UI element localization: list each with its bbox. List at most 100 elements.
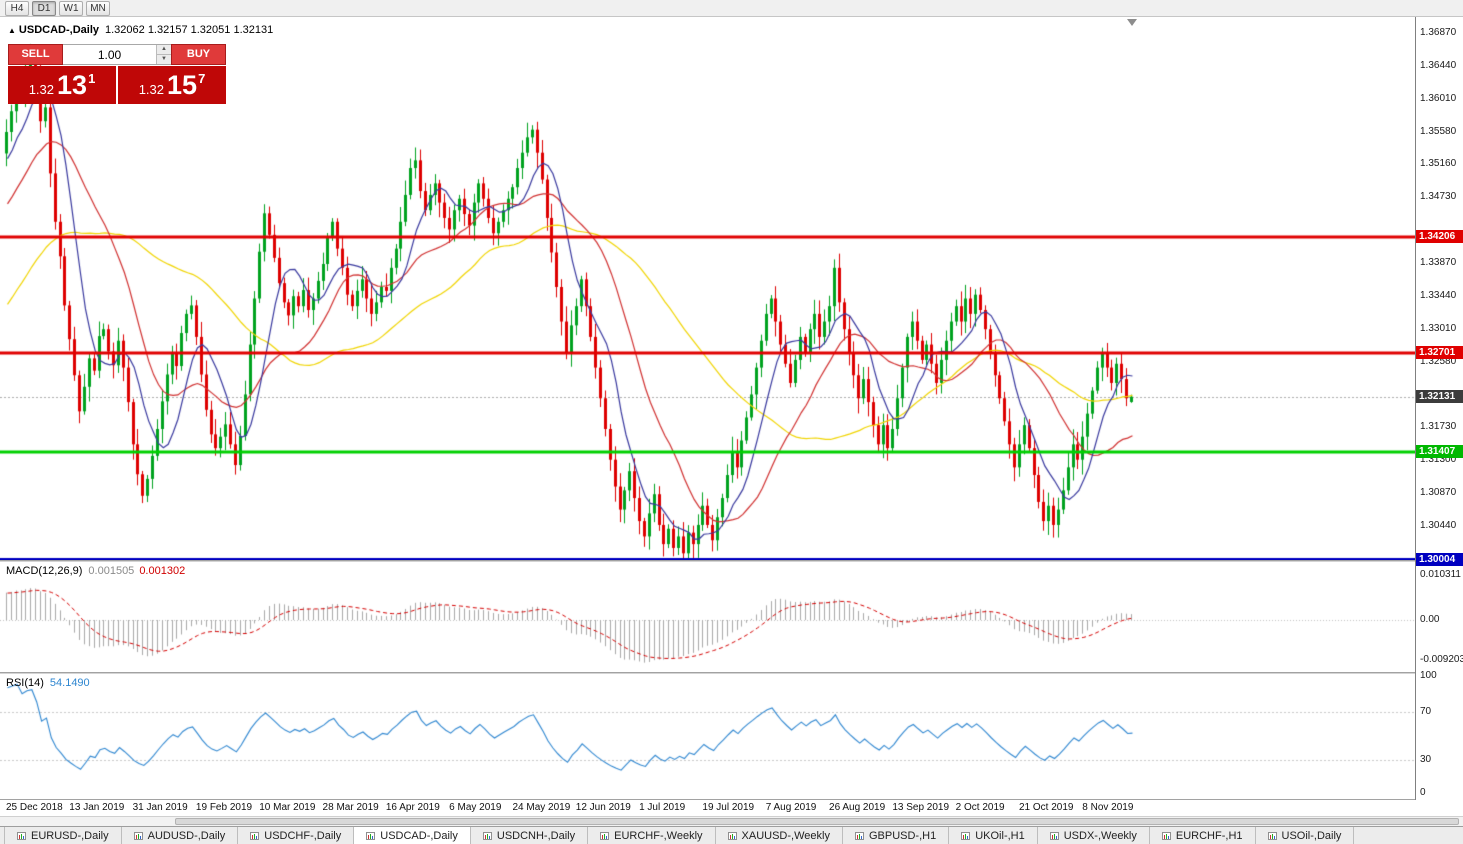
price-axis[interactable]: 1.36870 1.36440 1.36010 1.35580 1.35160 1.347…	[1415, 17, 1463, 800]
hline-price-badge: 1.34206	[1416, 230, 1463, 244]
timeframe-button-w1[interactable]: W1	[59, 0, 83, 16]
timeframe-button-mn[interactable]: MN	[86, 0, 110, 16]
time-axis-label: 6 May 2019	[449, 802, 502, 813]
chart-tab-gbpusd-h1[interactable]: GBPUSD-,H1	[842, 827, 950, 844]
chart-tab-usdcnh-daily[interactable]: USDCNH-,Daily	[470, 827, 589, 844]
time-axis-label: 24 May 2019	[512, 802, 571, 813]
chart-tab-ukoil-h1[interactable]: UKOil-,H1	[949, 827, 1038, 844]
panel-separator[interactable]	[0, 560, 1463, 562]
chart-window-icon: ▲	[8, 26, 16, 35]
rsi-axis-30: 30	[1420, 754, 1432, 765]
buy-price-point: 7	[198, 71, 206, 86]
rsi-axis-0: 0	[1420, 787, 1426, 798]
chart-tab-usoil-daily[interactable]: USOil-,Daily	[1255, 827, 1355, 844]
price-axis-tick: 1.30870	[1420, 487, 1457, 499]
chart-tab-eurusd-daily[interactable]: EURUSD-,Daily	[4, 827, 122, 844]
chart-tabs-bar: EURUSD-,Daily AUDUSD-,Daily USDCHF-,Daily U…	[0, 826, 1463, 844]
rsi-axis-100: 100	[1420, 670, 1437, 681]
one-click-trading-panel: SELL ▲ ▼ BUY 1.32 13 1 1.32 15 7	[8, 44, 226, 104]
chart-tab-icon	[133, 831, 143, 840]
chart-tab-label: EURCHF-,H1	[1175, 829, 1243, 842]
sell-price-point: 1	[88, 71, 96, 86]
price-axis-tick: 1.36440	[1420, 59, 1457, 71]
chart-symbol: USDCAD-,Daily	[18, 24, 99, 36]
volume-increase-button[interactable]: ▲	[157, 45, 171, 55]
buy-price-display[interactable]: 1.32 15 7	[118, 66, 226, 104]
time-axis-label: 21 Oct 2019	[1018, 802, 1074, 813]
time-axis-label: 13 Jan 2019	[69, 802, 125, 813]
chart-tab-icon	[250, 831, 260, 840]
panel-separator	[0, 799, 1463, 800]
price-axis-tick: 1.31300	[1420, 454, 1457, 466]
panel-separator[interactable]	[0, 672, 1463, 674]
scrollbar-thumb[interactable]	[175, 818, 1459, 825]
time-axis-label: 19 Jul 2019	[702, 802, 755, 813]
time-axis-label: 26 Aug 2019	[829, 802, 886, 813]
buy-price-head: 1.32	[138, 82, 165, 97]
price-axis-tick: 1.31730	[1420, 421, 1457, 433]
horizontal-scrollbar[interactable]	[0, 816, 1463, 826]
volume-decrease-button[interactable]: ▼	[157, 55, 171, 64]
price-axis-tick: 1.32580	[1420, 356, 1457, 368]
chart-title-bar: ▲ USDCAD-,Daily 1.32062 1.32157 1.32051 1.…	[8, 24, 273, 36]
buy-price-pips: 15	[167, 69, 198, 100]
buy-button[interactable]: BUY	[171, 44, 226, 65]
time-axis-label: 16 Apr 2019	[385, 802, 440, 813]
time-axis-label: 13 Sep 2019	[892, 802, 950, 813]
macd-panel-canvas[interactable]	[0, 562, 1415, 672]
time-axis[interactable]: 25 Dec 2018 13 Jan 2019 31 Jan 2019 19 Feb …	[0, 800, 1415, 816]
price-chart-canvas[interactable]	[0, 17, 1415, 560]
volume-spinner: ▲ ▼	[156, 45, 171, 64]
chart-tab-usdx-weekly[interactable]: USDX-,Weekly	[1037, 827, 1150, 844]
rsi-axis-70: 70	[1420, 706, 1432, 717]
hline-price-badge: 1.30004	[1416, 552, 1463, 566]
sell-price-pips: 13	[57, 69, 88, 100]
time-axis-label: 28 Mar 2019	[322, 802, 379, 813]
timeframe-button-d1[interactable]: D1	[32, 0, 56, 16]
price-axis-tick: 1.33440	[1420, 290, 1457, 302]
macd-indicator-label: MACD(12,26,9) 0.001505 0.001302	[6, 565, 185, 577]
chart-tab-label: USDCAD-,Daily	[380, 829, 458, 842]
time-axis-label: 8 Nov 2019	[1082, 802, 1134, 813]
chart-tab-label: USOil-,Daily	[1281, 829, 1342, 842]
chart-tab-label: EURCHF-,Weekly	[614, 829, 703, 842]
chart-tab-label: USDCHF-,Daily	[264, 829, 342, 842]
current-price-badge: 1.32131	[1416, 389, 1463, 403]
macd-name: MACD(12,26,9)	[6, 565, 83, 577]
time-axis-label: 1 Jul 2019	[639, 802, 686, 813]
volume-field: ▲ ▼	[63, 44, 171, 65]
chart-shift-marker[interactable]	[1127, 19, 1137, 26]
sell-button[interactable]: SELL	[8, 44, 63, 65]
sell-price-display[interactable]: 1.32 13 1	[8, 66, 116, 104]
macd-main-value: 0.001505	[88, 565, 135, 577]
chart-tab-xauusd-weekly[interactable]: XAUUSD-,Weekly	[715, 827, 843, 844]
volume-input[interactable]	[63, 45, 156, 64]
chart-tab-label: USDX-,Weekly	[1063, 829, 1137, 842]
price-axis-tick: 1.36870	[1420, 26, 1457, 38]
chart-tab-usdchf-daily[interactable]: USDCHF-,Daily	[238, 827, 355, 844]
macd-axis-zero: 0.00	[1420, 614, 1440, 625]
chart-tab-icon	[17, 831, 26, 840]
chart-tab-eurchf-weekly[interactable]: EURCHF-,Weekly	[588, 827, 716, 844]
chart-tab-eurchf-h1[interactable]: EURCHF-,H1	[1149, 827, 1256, 844]
chart-tab-audusd-daily[interactable]: AUDUSD-,Daily	[121, 827, 239, 844]
chart-tab-icon	[366, 831, 376, 840]
time-axis-label: 25 Dec 2018	[6, 802, 63, 813]
price-axis-tick: 1.36010	[1420, 92, 1457, 104]
chart-tab-icon	[854, 831, 864, 840]
time-axis-label: 19 Feb 2019	[195, 802, 253, 813]
chart-tab-icon	[1267, 831, 1277, 840]
time-axis-label: 10 Mar 2019	[259, 802, 316, 813]
time-axis-label: 2 Oct 2019	[955, 802, 1005, 813]
price-axis-tick: 1.35160	[1420, 158, 1457, 170]
chart-tab-icon	[1161, 831, 1171, 840]
chart-tab-usdcad-daily[interactable]: USDCAD-,Daily	[354, 827, 471, 844]
chart-tab-icon	[600, 831, 610, 840]
macd-axis-max: 0.010311	[1420, 569, 1461, 580]
timeframe-button-h4[interactable]: H4	[5, 0, 29, 16]
rsi-panel-canvas[interactable]	[0, 674, 1415, 799]
price-axis-tick: 1.33870	[1420, 257, 1457, 269]
chart-tab-icon	[482, 831, 492, 840]
chart-tab-icon	[727, 831, 737, 840]
time-axis-label: 31 Jan 2019	[132, 802, 188, 813]
